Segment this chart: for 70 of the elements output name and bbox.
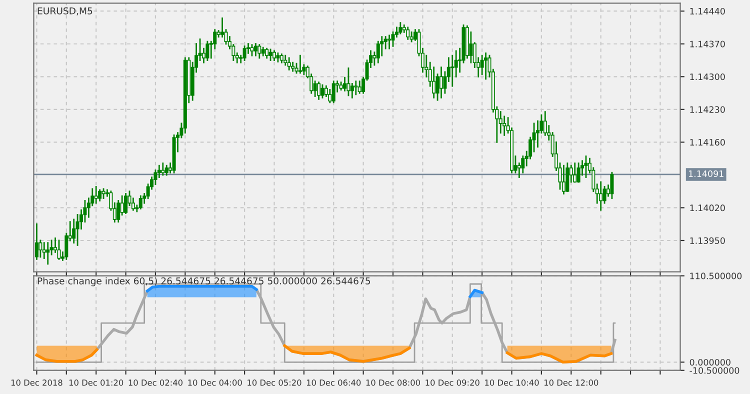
- candlestick: [584, 156, 588, 178]
- candlestick: [573, 162, 577, 183]
- x-tick-label: 10 Dec 01:20: [69, 380, 124, 386]
- x-tick-label: 10 Dec 08:00: [366, 380, 420, 386]
- candlestick: [398, 22, 402, 34]
- candlestick: [354, 80, 358, 96]
- y-tick-label: 1.14020: [690, 204, 725, 212]
- candlestick: [332, 80, 336, 104]
- candlestick: [610, 172, 614, 200]
- candlestick: [410, 31, 414, 42]
- candlestick: [42, 242, 46, 259]
- candlestick: [34, 223, 38, 260]
- x-tick-label: 10 Dec 06:40: [306, 380, 361, 386]
- chart-title: Phase change index 60,5) 26.544675 26.544675 50.000000 26.544675: [38, 277, 370, 286]
- candlestick: [220, 17, 224, 38]
- candlestick: [566, 162, 570, 192]
- x-tick-label: 10 Dec 12:00: [544, 380, 598, 386]
- ref-line-label: 1.14091: [688, 170, 724, 178]
- candlestick: [94, 186, 98, 204]
- candlestick: [562, 164, 566, 194]
- candlestick: [57, 240, 61, 260]
- candlestick: [391, 31, 395, 47]
- y-tick-label: 0.000000: [690, 358, 730, 366]
- candlestick: [206, 40, 210, 61]
- y-tick-label: 1.14370: [690, 40, 725, 48]
- x-tick-label: 10 Dec 02:40: [128, 380, 182, 386]
- candlestick: [138, 195, 142, 210]
- candlestick: [358, 80, 362, 94]
- y-tick-label: 110.500000: [690, 272, 742, 280]
- candlestick: [342, 76, 347, 92]
- x-tick-label: 10 Dec 10:40: [485, 380, 539, 386]
- x-tick-label: 10 Dec 05:20: [248, 380, 302, 386]
- candlestick: [317, 82, 321, 100]
- y-tick-label: 1.14440: [690, 8, 725, 15]
- x-tick-label: 10 Dec 2018: [11, 380, 62, 386]
- candlestick: [599, 181, 603, 211]
- candlestick: [102, 188, 106, 200]
- candlestick: [350, 82, 354, 98]
- candlestick: [124, 192, 128, 214]
- candlestick: [287, 57, 291, 70]
- candlestick: [298, 54, 302, 74]
- candlestick: [38, 240, 42, 258]
- candlestick: [254, 43, 258, 56]
- candlestick: [406, 26, 410, 40]
- y-tick-label: 1.13950: [690, 237, 725, 244]
- candlestick: [164, 164, 168, 176]
- x-tick-label: 10 Dec 04:00: [188, 380, 242, 386]
- candlestick: [258, 44, 262, 59]
- candlestick: [346, 68, 350, 96]
- candlestick: [242, 46, 246, 61]
- candlestick: [480, 54, 484, 76]
- candlestick: [265, 48, 269, 59]
- y-tick-label: 1.14300: [690, 73, 725, 80]
- x-tick-label: 10 Dec 09:20: [426, 380, 480, 386]
- candlestick: [250, 44, 254, 56]
- candlestick: [439, 66, 443, 98]
- y-tick-label: -10.500000: [690, 367, 740, 374]
- y-tick-label: 1.14230: [690, 106, 725, 113]
- candlestick: [388, 34, 392, 50]
- candlestick: [576, 162, 580, 183]
- candlestick: [268, 48, 272, 61]
- y-tick-label: 1.14160: [690, 139, 725, 146]
- candlestick: [161, 162, 165, 176]
- candlestick: [320, 84, 324, 98]
- candlestick: [46, 242, 50, 265]
- candlestick: [98, 189, 102, 202]
- candlestick: [272, 50, 276, 61]
- chart-title: EURUSD,M5: [38, 7, 92, 16]
- candlestick: [469, 31, 473, 64]
- candlestick: [484, 52, 488, 80]
